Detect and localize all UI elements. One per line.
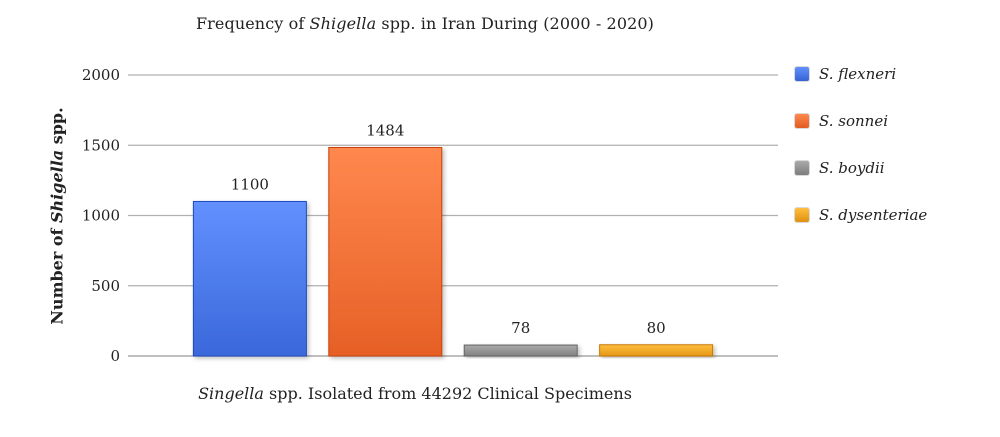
x-axis-label-part: spp. Isolated from 44292 Clinical Specim…: [263, 384, 632, 403]
x-axis-label-italic: Singella: [198, 384, 264, 403]
y-tick-label: 1000: [82, 207, 120, 225]
legend-item-boydii: S. boydii: [795, 158, 927, 178]
y-tick-label: 1500: [82, 136, 120, 154]
data-label: 78: [511, 319, 530, 337]
legend: S. flexneri S. sonnei S. boydii S. dysen…: [795, 64, 927, 252]
chart-title-italic: Shigella: [309, 14, 377, 33]
data-label: 1484: [366, 121, 404, 139]
legend-swatch: [795, 67, 809, 81]
y-axis-label: Number of Shigella spp.: [48, 107, 67, 324]
legend-item-flexneri: S. flexneri: [795, 64, 927, 84]
y-tick-label: 2000: [82, 66, 120, 84]
bars: [192, 146, 714, 357]
data-labels: 1100 1484 78 80: [231, 121, 666, 337]
bar-ssonnei: [328, 146, 443, 357]
chart-title-part: Frequency of: [195, 14, 310, 33]
y-tick-label: 0: [110, 347, 120, 365]
y-axis-label-part: spp.: [47, 107, 67, 150]
legend-swatch: [795, 208, 809, 222]
y-axis-label-italic: Shigella: [47, 149, 67, 223]
legend-label: S. sonnei: [819, 112, 889, 130]
bar-sboydii: [463, 344, 578, 357]
legend-item-sonnei: S. sonnei: [795, 111, 927, 131]
x-axis-label: Singella spp. Isolated from 44292 Clinic…: [0, 384, 830, 403]
chart-title-part: spp. in Iran During (2000 - 2020): [376, 14, 655, 33]
data-label: 1100: [231, 175, 269, 193]
bar-sdysenteriae: [599, 344, 714, 357]
data-label: 80: [647, 319, 666, 337]
legend-swatch: [795, 161, 809, 175]
legend-label: S. flexneri: [819, 65, 897, 83]
y-axis-label-part: Number of: [47, 223, 67, 325]
bar-sflexneri: [192, 200, 307, 357]
y-axis-ticks: 0 500 1000 1500 2000: [82, 66, 120, 365]
legend-label: S. dysenteriae: [819, 206, 928, 224]
legend-item-dysenteriae: S. dysenteriae: [795, 205, 927, 225]
y-tick-label: 500: [91, 277, 120, 295]
chart-title: Frequency of Shigella spp. in Iran Durin…: [0, 14, 850, 33]
legend-label: S. boydii: [819, 159, 885, 177]
legend-swatch: [795, 114, 809, 128]
